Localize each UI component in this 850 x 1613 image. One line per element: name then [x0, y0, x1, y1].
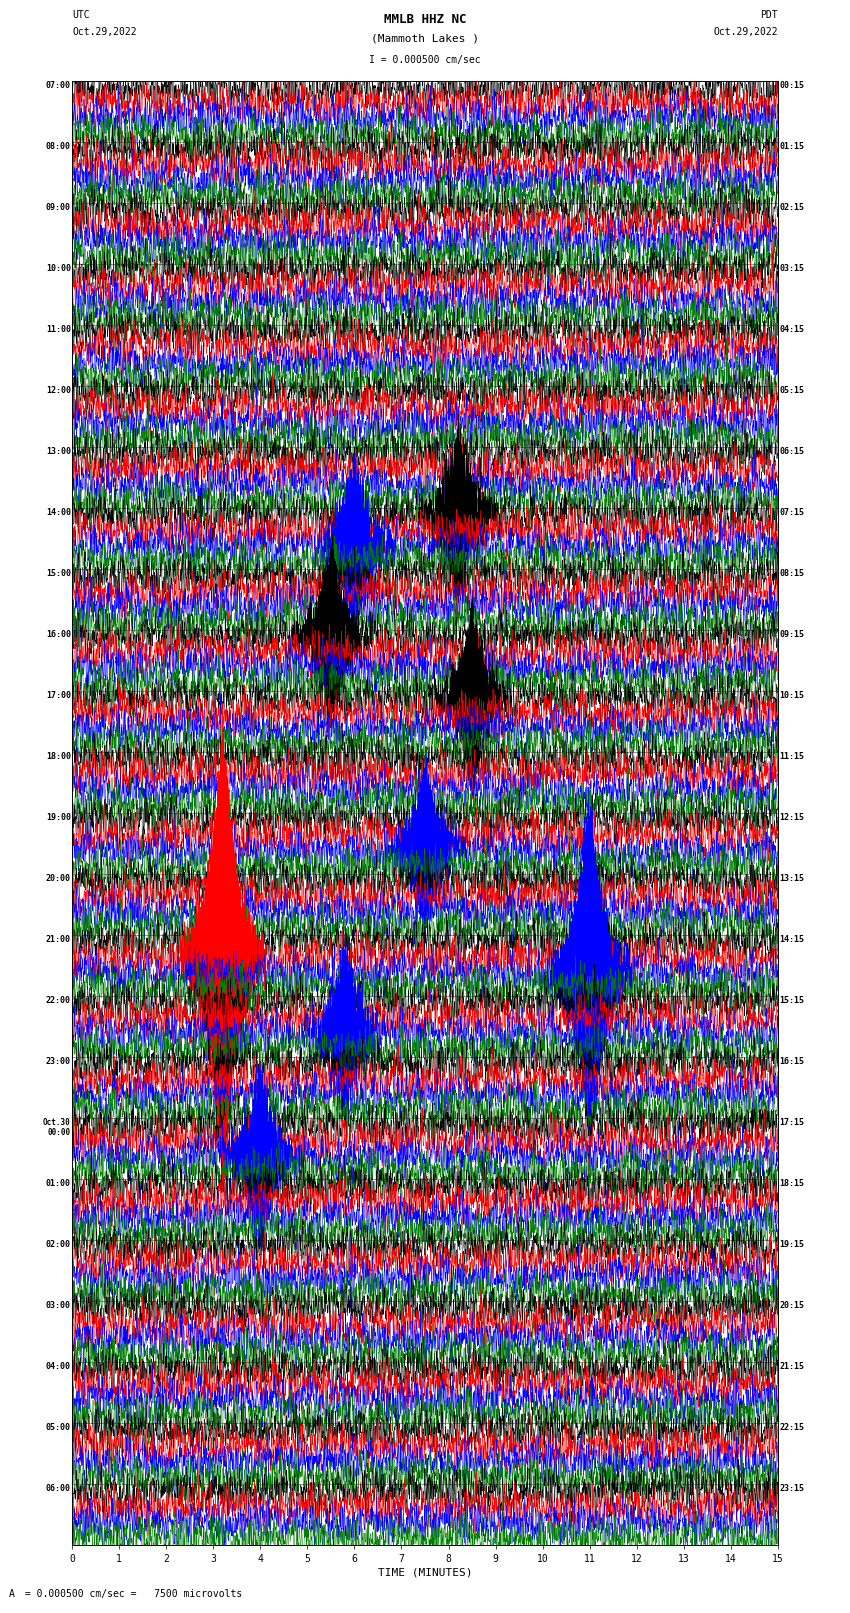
Text: 21:15: 21:15 [779, 1361, 804, 1371]
Text: 20:00: 20:00 [46, 874, 71, 882]
Text: 06:15: 06:15 [779, 447, 804, 456]
Text: 03:15: 03:15 [779, 265, 804, 273]
Text: 10:15: 10:15 [779, 690, 804, 700]
Text: 00:15: 00:15 [779, 81, 804, 90]
Text: 19:00: 19:00 [46, 813, 71, 823]
Text: 03:00: 03:00 [46, 1302, 71, 1310]
Text: A: A [8, 1589, 14, 1598]
Text: 12:00: 12:00 [46, 386, 71, 395]
Text: 16:00: 16:00 [46, 631, 71, 639]
Text: 01:00: 01:00 [46, 1179, 71, 1189]
Text: 18:00: 18:00 [46, 752, 71, 761]
Text: MMLB HHZ NC: MMLB HHZ NC [383, 13, 467, 26]
Text: 16:15: 16:15 [779, 1057, 804, 1066]
Text: Oct.29,2022: Oct.29,2022 [72, 27, 137, 37]
Text: 04:15: 04:15 [779, 324, 804, 334]
Text: 20:15: 20:15 [779, 1302, 804, 1310]
Text: 22:15: 22:15 [779, 1423, 804, 1432]
Text: Oct.29,2022: Oct.29,2022 [713, 27, 778, 37]
Text: 08:00: 08:00 [46, 142, 71, 150]
Text: 06:00: 06:00 [46, 1484, 71, 1494]
Text: 18:15: 18:15 [779, 1179, 804, 1189]
Text: 02:15: 02:15 [779, 203, 804, 211]
Text: 15:15: 15:15 [779, 997, 804, 1005]
Text: (Mammoth Lakes ): (Mammoth Lakes ) [371, 34, 479, 44]
Text: Oct.30
00:00: Oct.30 00:00 [43, 1118, 71, 1137]
Text: UTC: UTC [72, 10, 90, 19]
Text: 13:15: 13:15 [779, 874, 804, 882]
Text: 05:15: 05:15 [779, 386, 804, 395]
Text: 17:15: 17:15 [779, 1118, 804, 1127]
Text: 11:15: 11:15 [779, 752, 804, 761]
Text: PDT: PDT [760, 10, 778, 19]
Text: 08:15: 08:15 [779, 569, 804, 577]
Text: 10:00: 10:00 [46, 265, 71, 273]
Text: I = 0.000500 cm/sec: I = 0.000500 cm/sec [369, 55, 481, 65]
Text: 23:15: 23:15 [779, 1484, 804, 1494]
Text: 19:15: 19:15 [779, 1240, 804, 1248]
X-axis label: TIME (MINUTES): TIME (MINUTES) [377, 1568, 473, 1578]
Text: 13:00: 13:00 [46, 447, 71, 456]
Text: 02:00: 02:00 [46, 1240, 71, 1248]
Text: 11:00: 11:00 [46, 324, 71, 334]
Text: 23:00: 23:00 [46, 1057, 71, 1066]
Text: 22:00: 22:00 [46, 997, 71, 1005]
Text: 05:00: 05:00 [46, 1423, 71, 1432]
Text: 15:00: 15:00 [46, 569, 71, 577]
Text: 04:00: 04:00 [46, 1361, 71, 1371]
Text: 09:15: 09:15 [779, 631, 804, 639]
Text: 14:15: 14:15 [779, 936, 804, 944]
Text: 12:15: 12:15 [779, 813, 804, 823]
Text: 07:00: 07:00 [46, 81, 71, 90]
Text: 07:15: 07:15 [779, 508, 804, 516]
Text: = 0.000500 cm/sec =   7500 microvolts: = 0.000500 cm/sec = 7500 microvolts [19, 1589, 242, 1598]
Text: 01:15: 01:15 [779, 142, 804, 150]
Text: 21:00: 21:00 [46, 936, 71, 944]
Text: 17:00: 17:00 [46, 690, 71, 700]
Text: 09:00: 09:00 [46, 203, 71, 211]
Text: 14:00: 14:00 [46, 508, 71, 516]
